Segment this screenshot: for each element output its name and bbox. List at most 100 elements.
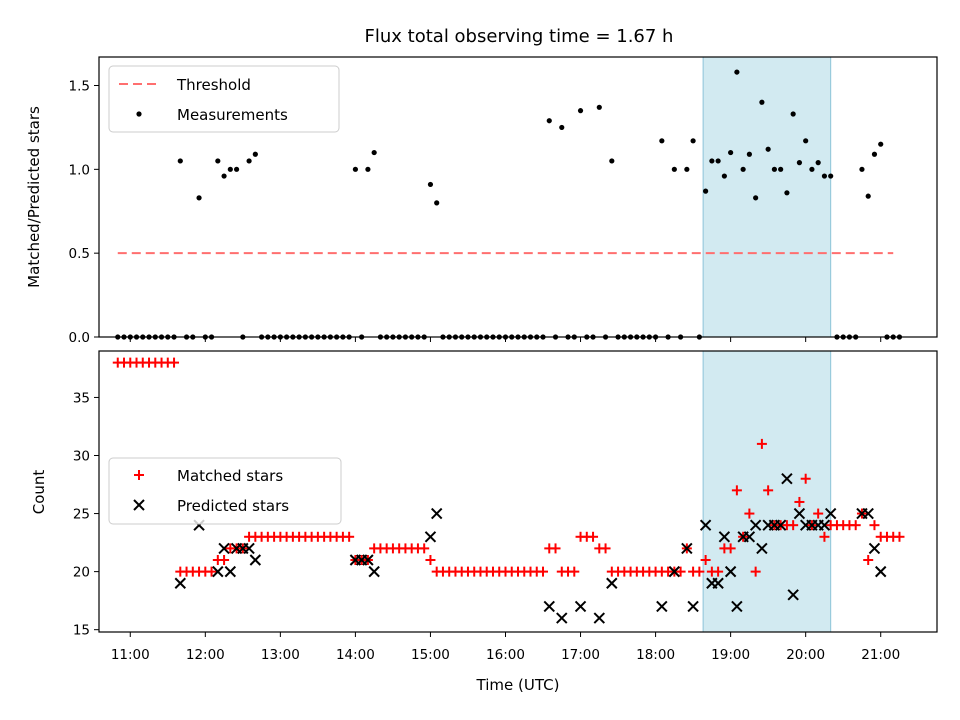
- matched-star-point: [419, 543, 430, 554]
- predicted-star-point: [724, 565, 737, 578]
- matched-star-point: [219, 555, 230, 566]
- legend-measurements-swatch: [136, 111, 142, 117]
- x-tick-label: 13:00: [261, 647, 300, 663]
- top-y-ticks: 0.0 0.5 1.0 1.5: [69, 79, 99, 346]
- predicted-star-point: [243, 542, 255, 555]
- predicted-star-point: [731, 600, 743, 613]
- legend-measurements-label: Measurements: [177, 106, 288, 124]
- measurement-point: [427, 181, 434, 188]
- predicted-star-point: [556, 612, 568, 624]
- predicted-star-point: [430, 507, 443, 520]
- matched-star-point: [694, 566, 705, 577]
- matched-star-point: [869, 520, 880, 531]
- x-tick-label: 14:00: [336, 647, 375, 663]
- y-tick-label: 1.5: [69, 79, 90, 95]
- predicted-star-point: [212, 565, 224, 578]
- y-tick-label: 0.5: [69, 246, 90, 262]
- measurement-point: [828, 173, 834, 179]
- matched-star-point: [550, 543, 561, 554]
- predicted-star-point: [712, 577, 724, 589]
- legend-predicted-label: Predicted stars: [177, 497, 289, 515]
- x-tick-label: 21:00: [861, 647, 900, 663]
- measurement-point: [659, 138, 665, 144]
- top-highlight-span: [702, 56, 832, 338]
- predicted-star-point: [681, 542, 693, 555]
- matched-star-point: [538, 566, 549, 577]
- measurement-point: [227, 166, 233, 172]
- matched-star-point: [894, 531, 905, 542]
- y-tick-label: 35: [73, 390, 90, 406]
- predicted-star-point: [868, 542, 881, 555]
- legend-matched-swatch: [134, 470, 144, 480]
- y-tick-label: 20: [73, 565, 90, 581]
- measurement-point: [796, 160, 803, 166]
- predicted-star-point: [574, 600, 587, 613]
- predicted-star-point: [824, 507, 837, 520]
- matched-star-point: [863, 555, 874, 566]
- bottom-x-ticks: 11:00 12:00 13:00 14:00 15:00 16:00 17:00 18:00…: [111, 632, 900, 663]
- predicted-star-point: [756, 542, 768, 555]
- chart-title: Flux total observing time = 1.67 h: [365, 26, 674, 47]
- bottom-axes-frame: [98, 350, 938, 633]
- bottom-y-ticks: 15 20 25 30 35: [73, 390, 99, 639]
- measurement-point: [759, 99, 765, 105]
- predicted-star-point: [793, 507, 806, 520]
- measurement-point: [559, 124, 565, 131]
- measurement-point: [784, 190, 790, 196]
- measurement-point: [215, 158, 221, 164]
- measurement-point: [715, 158, 721, 164]
- measurement-point: [703, 188, 709, 194]
- legend-predicted-swatch: [133, 499, 145, 511]
- measurement-point: [771, 166, 778, 172]
- predicted-star-point: [218, 542, 230, 555]
- predicted-star-point: [875, 565, 887, 578]
- predicted-star-point: [368, 565, 380, 578]
- top-ylabel: Matched/Predicted stars: [25, 106, 43, 288]
- measurement-point: [577, 108, 584, 114]
- predicted-star-point: [749, 519, 762, 531]
- measurement-point: [753, 195, 759, 201]
- matched-star-point: [713, 566, 724, 577]
- matched-stars-series: [112, 357, 905, 577]
- predicted-star-point: [781, 473, 793, 485]
- measurement-point: [434, 200, 440, 206]
- predicted-star-point: [362, 554, 374, 566]
- matched-star-point: [700, 555, 711, 566]
- predicted-stars-series: [174, 473, 887, 624]
- predicted-star-point: [174, 577, 187, 589]
- measurement-point: [671, 166, 677, 172]
- predicted-star-point: [668, 565, 681, 578]
- y-tick-label: 25: [73, 507, 90, 523]
- x-tick-label: 17:00: [561, 647, 600, 663]
- measurement-point: [177, 158, 183, 164]
- predicted-star-point: [787, 589, 799, 601]
- predicted-star-point: [818, 519, 831, 531]
- predicted-star-point: [543, 600, 555, 613]
- matched-star-point: [169, 357, 180, 368]
- matched-star-point: [425, 555, 436, 566]
- matched-star-point: [731, 485, 742, 496]
- bottom-panel: 15 20 25 30 35 11:00 12:00 13:00 14:00 15:00 16:0…: [30, 350, 938, 694]
- x-tick-label: 19:00: [711, 647, 750, 663]
- matched-star-point: [788, 520, 799, 531]
- predicted-star-point: [862, 507, 874, 520]
- measurement-point: [609, 158, 615, 164]
- legend-x-marker: [133, 499, 145, 511]
- measurement-point: [765, 146, 771, 152]
- matched-star-point: [675, 566, 686, 577]
- measurement-point: [778, 166, 784, 172]
- measurement-point: [352, 166, 359, 172]
- measurement-point: [709, 158, 715, 164]
- measurement-point: [809, 166, 815, 172]
- measurement-point: [365, 166, 371, 172]
- measurement-point: [790, 111, 796, 117]
- y-tick-label: 1.0: [69, 162, 90, 178]
- measurement-point: [740, 166, 746, 172]
- x-tick-label: 20:00: [786, 647, 825, 663]
- predicted-star-point: [774, 519, 787, 531]
- x-tick-label: 16:00: [486, 647, 525, 663]
- measurement-point: [690, 138, 696, 144]
- legend-threshold-label: Threshold: [176, 76, 251, 94]
- measurement-point: [728, 149, 734, 156]
- matched-star-point: [850, 520, 861, 531]
